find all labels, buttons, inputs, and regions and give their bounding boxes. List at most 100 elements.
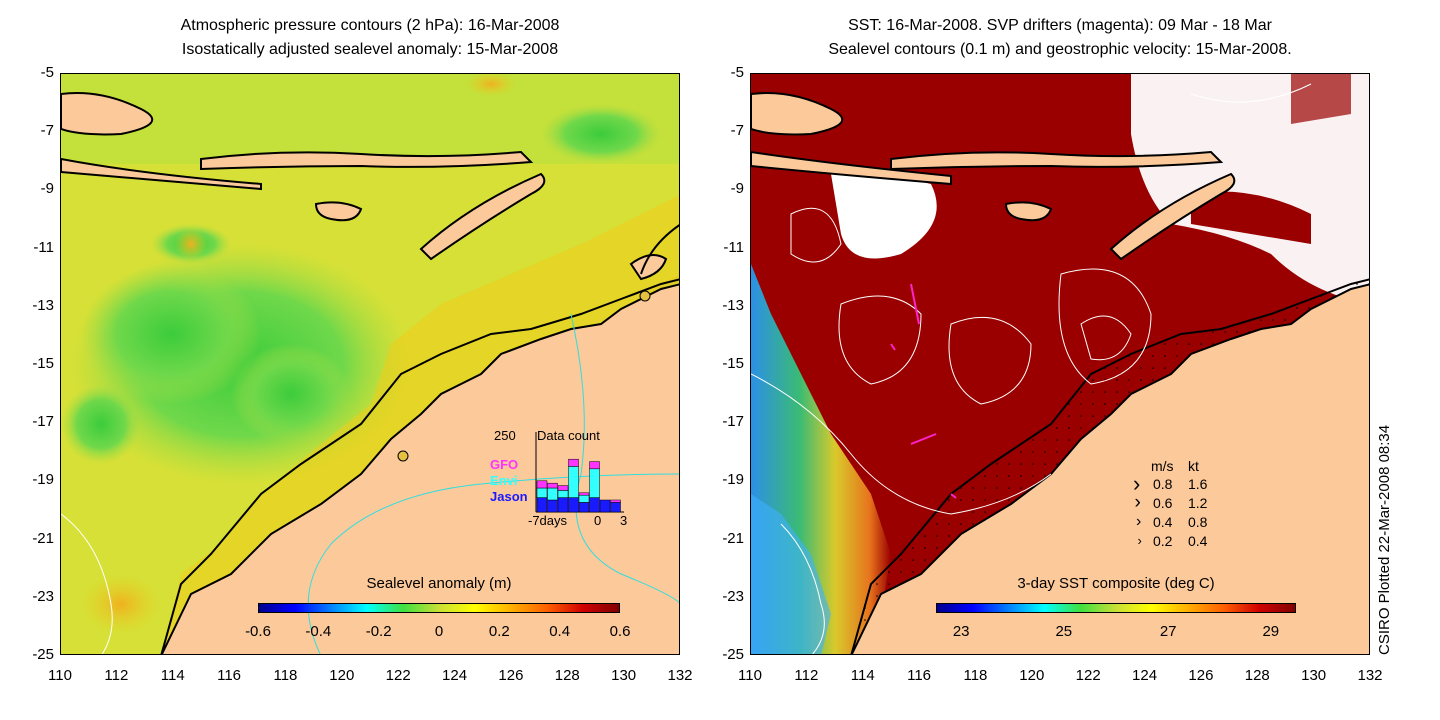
left-y-tick-label: -17 — [32, 413, 54, 431]
left-y-tick-label: -9 — [40, 180, 54, 198]
colorbar-tick-label: -0.6 — [245, 623, 271, 640]
left-x-tick-label: 130 — [611, 667, 637, 684]
inset-x-label: 3 — [620, 513, 628, 528]
right-title-line1: SST: 16-Mar-2008. SVP drifters (magenta)… — [848, 17, 1272, 34]
sst-map-canvas — [751, 74, 1369, 654]
inset-legend-item: GFO — [490, 457, 519, 472]
colorbar-tick-label: 0.6 — [609, 623, 631, 640]
inset-bar-segment-gfo — [547, 482, 558, 489]
velocity-arrow-icon: › — [1134, 492, 1141, 513]
left-y-tick-label: -11 — [33, 238, 54, 256]
velocity-arrow-icon: › — [1136, 513, 1142, 530]
left-y-tick-label: -23 — [32, 587, 54, 605]
right-x-tick-label: 126 — [1188, 667, 1214, 684]
left-y-tick-label: -19 — [32, 471, 54, 489]
inset-bar-segment-gfo — [589, 461, 600, 470]
left-y-tick-label: -13 — [32, 296, 54, 314]
island-java — [61, 157, 262, 191]
right-title-line2: Sealevel contours (0.1 m) and geostrophi… — [828, 41, 1292, 58]
inset-bar-segment-gfo — [536, 480, 548, 489]
right-y-tick-label: -21 — [722, 529, 744, 547]
velocity-legend-header-ms: m/s — [1151, 458, 1174, 474]
right-x-tick-label: 120 — [1019, 667, 1045, 684]
right-y-tick-label: -5 — [730, 64, 744, 81]
tide-gauge-marker — [397, 450, 409, 462]
inset-bar-segment-envi — [547, 487, 558, 501]
right-colorbar-title: 3-day SST composite (deg C) — [1017, 575, 1215, 592]
inset-bar-segment-gfo — [568, 458, 579, 467]
right-x-tick-label: 114 — [850, 667, 875, 684]
left-x-tick-label: 120 — [329, 667, 355, 684]
cloud-mask — [1131, 74, 1369, 304]
colorbar-tick-label: -0.4 — [305, 623, 332, 640]
inset-ymax: 250 — [494, 428, 516, 443]
right-y-tick-label: -17 — [722, 413, 744, 431]
svp-drifter-track — [910, 433, 937, 445]
inset-bar-segment-jason — [557, 497, 569, 513]
shelf-edge-contour — [160, 278, 679, 654]
left-x-tick-label: 132 — [667, 667, 693, 684]
inset-bar-segment-jason — [610, 502, 621, 513]
right-x-tick-label: 110 — [738, 667, 762, 684]
plot-credit: CSIRO Plotted 22-Mar-2008 08:34 — [1376, 424, 1393, 655]
left-x-tick-label: 110 — [48, 667, 72, 684]
left-x-tick-label: 128 — [554, 667, 580, 684]
colorbar-tick-label: 23 — [952, 623, 970, 640]
right-y-tick-label: -23 — [722, 587, 744, 605]
inset-bar-segment-jason — [547, 499, 558, 513]
left-title-line1: Atmospheric pressure contours (2 hPa): 1… — [180, 17, 560, 34]
right-y-tick-label: -19 — [722, 471, 744, 489]
left-colorbar — [258, 603, 620, 613]
colorbar-tick-label: 29 — [1262, 623, 1280, 640]
right-colorbar — [936, 603, 1296, 613]
left-x-tick-label: 116 — [217, 667, 242, 684]
left-title-line2: Isostatically adjusted sealevel anomaly:… — [181, 41, 559, 58]
inset-bar-segment-envi — [589, 468, 600, 498]
right-y-tick-label: -9 — [730, 180, 744, 198]
right-x-tick-label: 128 — [1244, 667, 1270, 684]
inset-bar-segment-jason — [568, 497, 579, 513]
left-y-tick-label: -5 — [40, 64, 54, 81]
velocity-legend-ms: 0.2 — [1153, 533, 1173, 549]
left-x-tick-label: 114 — [160, 667, 185, 684]
inset-bar-segment-envi — [578, 494, 590, 503]
island-sumba — [314, 201, 363, 222]
velocity-legend-header-kt: kt — [1188, 458, 1199, 474]
inset-x-label: 0 — [594, 513, 602, 528]
cloud-mask — [831, 172, 937, 259]
left-y-tick-label: -7 — [40, 122, 54, 140]
velocity-legend-kt: 0.8 — [1188, 514, 1208, 530]
inset-x-label: -7days — [528, 513, 568, 528]
inset-bar-segment-gfo — [578, 492, 590, 496]
velocity-arrow-icon: › — [1133, 471, 1141, 496]
inset-bar-chart — [535, 432, 624, 513]
colorbar-tick-label: 0 — [434, 623, 444, 640]
svp-drifter-track — [910, 283, 920, 325]
right-x-tick-label: 122 — [1075, 667, 1101, 684]
right-y-tick-label: -25 — [722, 646, 744, 663]
island-chain — [200, 150, 534, 171]
inset-bar-segment-jason — [599, 499, 611, 513]
right-y-tick-label: -11 — [723, 238, 744, 256]
right-x-tick-label: 124 — [1132, 667, 1158, 684]
velocity-legend-kt: 0.4 — [1188, 533, 1208, 549]
velocity-legend-ms: 0.8 — [1153, 476, 1173, 492]
colorbar-tick-label: 27 — [1159, 623, 1177, 640]
inset-bar-segment-jason — [536, 497, 548, 513]
australia-coast — [160, 283, 679, 654]
sealevel-map — [60, 73, 680, 655]
right-x-tick-label: 116 — [907, 667, 932, 684]
colorbar-tick-label: 25 — [1055, 623, 1073, 640]
right-y-tick-label: -15 — [722, 355, 744, 372]
left-x-tick-label: 118 — [273, 667, 298, 684]
tide-gauge-marker — [639, 290, 651, 302]
right-y-tick-label: -7 — [730, 122, 744, 140]
island-flores — [61, 92, 154, 136]
left-y-tick-label: -21 — [32, 529, 54, 547]
inset-bar-segment-envi — [557, 490, 569, 498]
velocity-legend-kt: 1.2 — [1188, 495, 1208, 511]
left-colorbar-title: Sealevel anomaly (m) — [366, 575, 512, 592]
australia-coast — [850, 283, 1369, 654]
right-y-tick-label: -13 — [722, 296, 744, 314]
inset-bar-segment-envi — [536, 487, 548, 498]
